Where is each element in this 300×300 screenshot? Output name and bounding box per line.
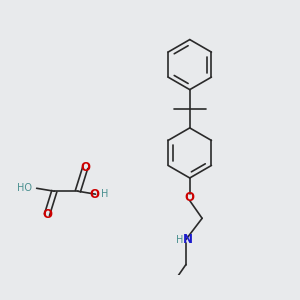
Text: O: O	[42, 208, 52, 221]
Text: O: O	[80, 161, 90, 174]
Text: N: N	[182, 233, 192, 246]
Text: H: H	[176, 235, 184, 244]
Text: O: O	[185, 190, 195, 204]
Text: H: H	[100, 189, 108, 199]
Text: O: O	[90, 188, 100, 201]
Text: HO: HO	[17, 183, 32, 193]
